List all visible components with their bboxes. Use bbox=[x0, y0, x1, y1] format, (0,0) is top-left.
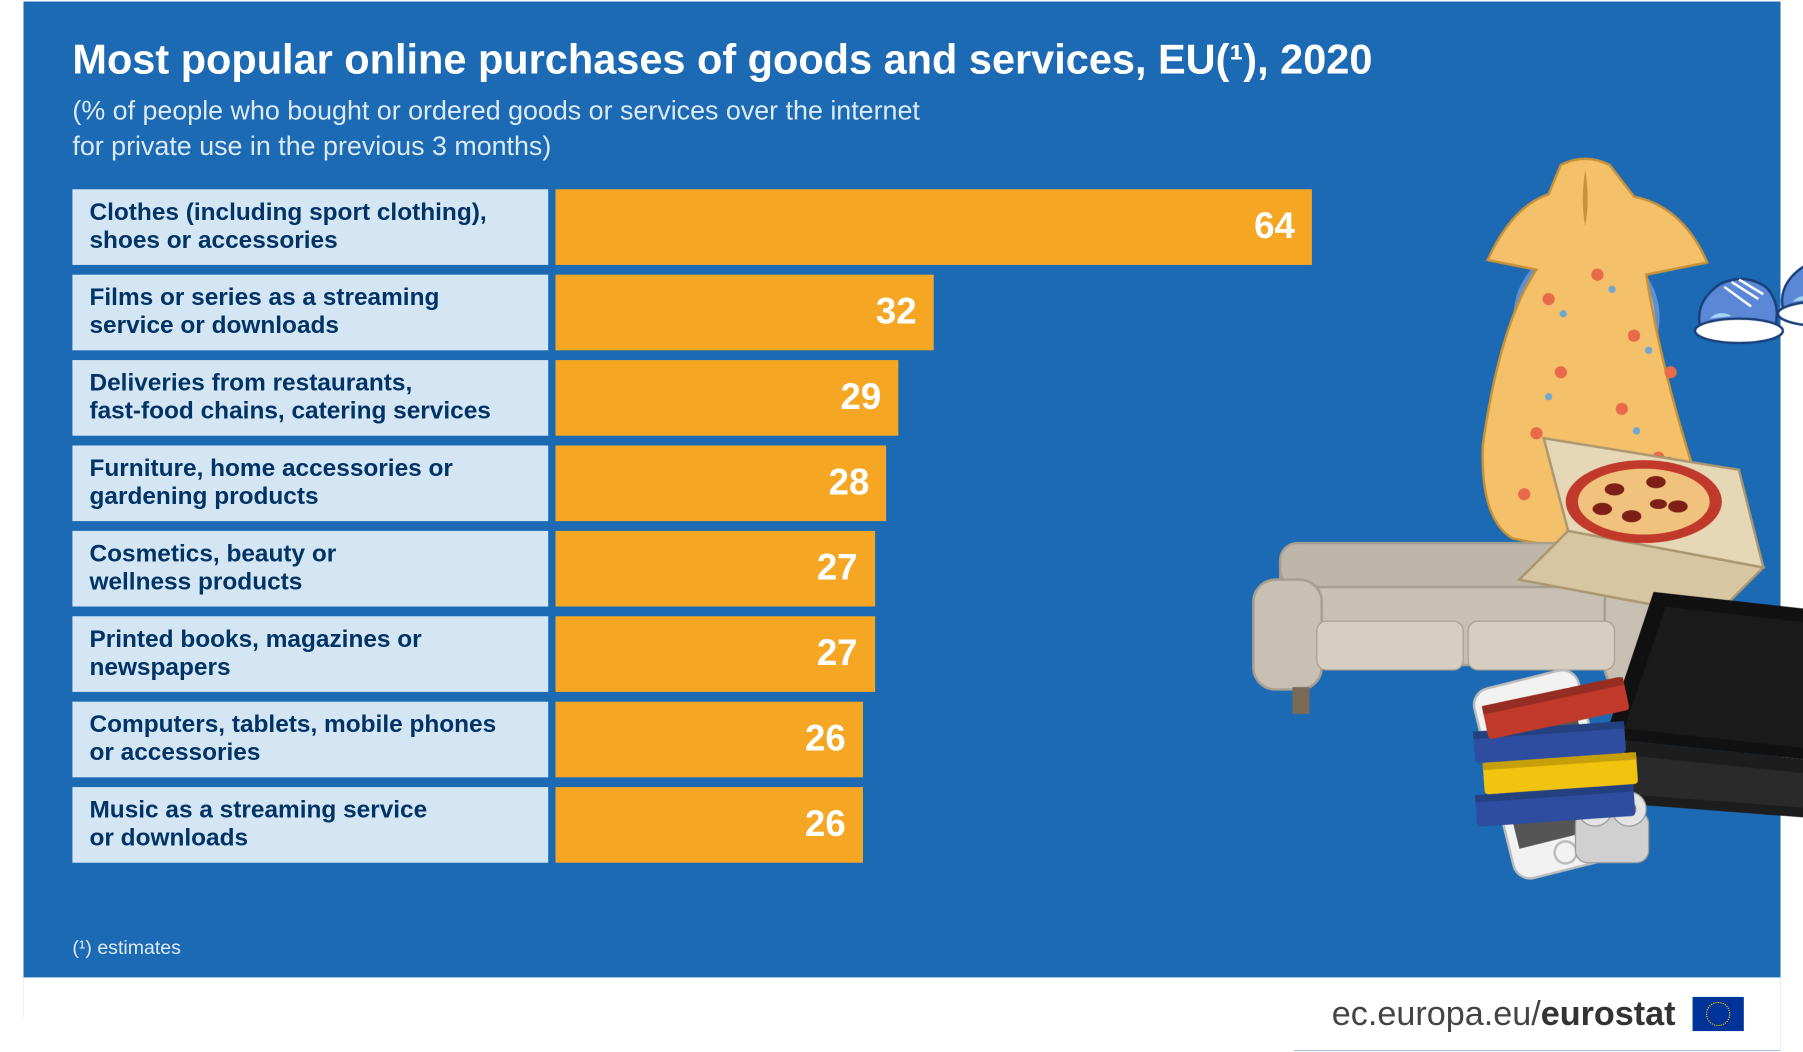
bar: 27 bbox=[555, 616, 874, 692]
illustration-collage bbox=[1348, 189, 1731, 823]
bar-value: 26 bbox=[805, 719, 846, 760]
bar-label: Computers, tablets, mobile phones or acc… bbox=[72, 702, 548, 778]
bar-row: Cosmetics, beauty or wellness products 27 bbox=[72, 531, 1312, 607]
bar: 32 bbox=[555, 275, 933, 351]
bar: 27 bbox=[555, 531, 874, 607]
bar-label: Music as a streaming service or download… bbox=[72, 787, 548, 863]
bar-value: 27 bbox=[816, 548, 857, 589]
bar-value: 26 bbox=[805, 804, 846, 845]
bar-row: Deliveries from restaurants, fast-food c… bbox=[72, 360, 1312, 436]
bar-value: 32 bbox=[875, 292, 916, 333]
bar: 28 bbox=[555, 446, 886, 522]
chart-area: Clothes (including sport clothing), shoe… bbox=[23, 180, 1780, 936]
bar-track: 64 bbox=[555, 189, 1311, 265]
bar: 26 bbox=[555, 702, 862, 778]
bar-row: Furniture, home accessories or gardening… bbox=[72, 446, 1312, 522]
bar-track: 26 bbox=[555, 787, 1311, 863]
bar: 29 bbox=[555, 360, 898, 436]
bar-label: Furniture, home accessories or gardening… bbox=[72, 446, 548, 522]
books-icon bbox=[1451, 677, 1658, 848]
bar-track: 29 bbox=[555, 360, 1311, 436]
bar-label: Cosmetics, beauty or wellness products bbox=[72, 531, 548, 607]
bar-value: 64 bbox=[1254, 207, 1295, 248]
bar-row: Printed books, magazines or newspapers 27 bbox=[72, 616, 1312, 692]
footer-url-plain: ec.europa.eu/ bbox=[1331, 994, 1540, 1032]
bar-track: 27 bbox=[555, 616, 1311, 692]
bar-row: Music as a streaming service or download… bbox=[72, 787, 1312, 863]
bar-row: Clothes (including sport clothing), shoe… bbox=[72, 189, 1312, 265]
footer: ec.europa.eu/eurostat bbox=[23, 977, 1780, 1050]
bar-label: Printed books, magazines or newspapers bbox=[72, 616, 548, 692]
bar-value: 29 bbox=[840, 377, 881, 418]
footnote: (¹) estimates bbox=[23, 936, 1780, 977]
bar-label: Deliveries from restaurants, fast-food c… bbox=[72, 360, 548, 436]
bar-track: 27 bbox=[555, 531, 1311, 607]
bar: 26 bbox=[555, 787, 862, 863]
bar-value: 27 bbox=[816, 634, 857, 675]
title: Most popular online purchases of goods a… bbox=[72, 36, 1731, 86]
bar-row: Computers, tablets, mobile phones or acc… bbox=[72, 702, 1312, 778]
bar-chart: Clothes (including sport clothing), shoe… bbox=[72, 189, 1312, 862]
infographic-card: Most popular online purchases of goods a… bbox=[23, 1, 1780, 1050]
bar: 64 bbox=[555, 189, 1311, 265]
bar-value: 28 bbox=[828, 463, 869, 504]
bar-track: 26 bbox=[555, 702, 1311, 778]
bar-label: Films or series as a streaming service o… bbox=[72, 275, 548, 351]
eu-flag-icon bbox=[1692, 997, 1743, 1031]
bar-track: 28 bbox=[555, 446, 1311, 522]
footer-url-bold: eurostat bbox=[1540, 994, 1675, 1032]
bar-label: Clothes (including sport clothing), shoe… bbox=[72, 189, 548, 265]
bar-track: 32 bbox=[555, 275, 1311, 351]
bar-row: Films or series as a streaming service o… bbox=[72, 275, 1312, 351]
footer-url: ec.europa.eu/eurostat bbox=[1331, 994, 1675, 1033]
